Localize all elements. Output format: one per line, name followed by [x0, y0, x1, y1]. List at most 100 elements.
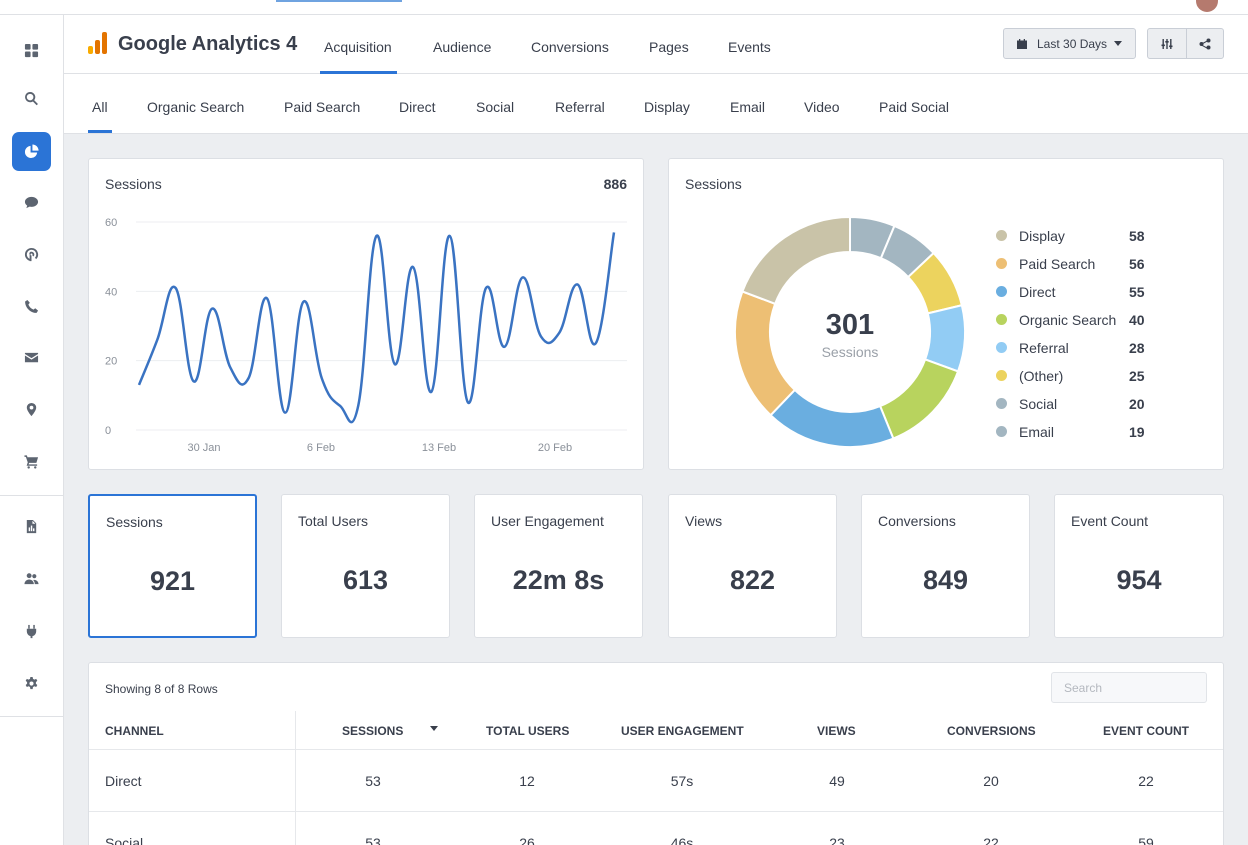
channel-tab-social[interactable]: Social [476, 99, 515, 115]
legend-value: 56 [1129, 256, 1145, 272]
legend-item[interactable]: Paid Search 56 [996, 254, 1156, 274]
dashboard-icon[interactable] [12, 31, 51, 70]
metric-card-event-count[interactable]: Event Count 954 [1054, 494, 1224, 638]
table-cell-total-users: 12 [519, 773, 535, 789]
column-header-channel[interactable]: CHANNEL [105, 724, 164, 738]
x-tick-label: 13 Feb [422, 442, 456, 454]
metric-value: 613 [342, 565, 389, 595]
metric-label: Total Users [298, 513, 369, 529]
donut-slice-display[interactable] [741, 215, 851, 306]
channel-tab-display[interactable]: Display [644, 99, 690, 115]
y-tick-label: 60 [105, 217, 117, 229]
report-icon[interactable] [12, 507, 51, 546]
donut-center: 301 Sessions [787, 309, 913, 360]
date-range-button[interactable]: Last 30 Days [1003, 28, 1136, 59]
nav-tab-acquisition[interactable]: Acquisition [324, 39, 392, 55]
legend-value: 55 [1129, 284, 1145, 300]
x-tick-label: 20 Feb [538, 442, 572, 454]
plug-icon[interactable] [12, 612, 51, 651]
broadcast-icon[interactable] [12, 235, 51, 274]
table-search-input[interactable] [1051, 672, 1207, 703]
donut-slice-organic-search[interactable] [878, 358, 960, 440]
sidebar-divider [0, 716, 64, 717]
y-tick-label: 40 [105, 286, 117, 298]
metric-label: Views [685, 513, 723, 529]
legend-item[interactable]: (Other) 25 [996, 366, 1156, 386]
metric-card-total-users[interactable]: Total Users 613 [281, 494, 450, 638]
metric-card-conversions[interactable]: Conversions 849 [861, 494, 1030, 638]
table-cell-views: 49 [829, 773, 845, 789]
legend-item[interactable]: Referral 28 [996, 338, 1156, 358]
legend-value: 19 [1129, 424, 1145, 440]
chat-icon[interactable] [12, 183, 51, 222]
column-header-total-users[interactable]: TOTAL USERS [486, 724, 570, 738]
metric-value: 22m 8s [512, 565, 605, 595]
nav-tab-pages[interactable]: Pages [649, 39, 689, 55]
donut-slice-paid-search[interactable] [734, 290, 797, 417]
metric-card-views[interactable]: Views 822 [668, 494, 837, 638]
channel-tab-organic-search[interactable]: Organic Search [147, 99, 245, 115]
channel-tab-email[interactable]: Email [730, 99, 766, 115]
legend-item[interactable]: Organic Search 40 [996, 310, 1156, 330]
app-header: Google Analytics 4 Acquisition Audience … [64, 15, 1248, 74]
channel-tab-video[interactable]: Video [804, 99, 840, 115]
metric-card-sessions[interactable]: Sessions 921 [88, 494, 257, 638]
legend-swatch [996, 286, 1007, 297]
legend-item[interactable]: Email 19 [996, 422, 1156, 442]
mail-icon[interactable] [12, 338, 51, 377]
table-cell-event-count: 59 [1138, 835, 1154, 845]
nav-tab-events[interactable]: Events [728, 39, 771, 55]
settings-sliders-button[interactable] [1148, 29, 1186, 58]
metric-label: Sessions [106, 514, 163, 530]
metric-card-user-engagement[interactable]: User Engagement 22m 8s [474, 494, 643, 638]
column-header-event-count[interactable]: EVENT COUNT [1103, 724, 1190, 738]
column-header-user-engagement[interactable]: USER ENGAGEMENT [621, 724, 744, 738]
column-header-conversions[interactable]: CONVERSIONS [947, 724, 1036, 738]
sort-desc-icon[interactable] [430, 726, 438, 731]
donut-slice-direct[interactable] [769, 388, 895, 448]
table-cell-sessions: 53 [365, 773, 381, 789]
sessions-donut-card: Sessions 301 Sessions Display 58 Paid Sear… [668, 158, 1224, 470]
legend-swatch [996, 258, 1007, 269]
legend-item[interactable]: Display 58 [996, 226, 1156, 246]
channel-tab-all[interactable]: All [92, 99, 108, 115]
top-browser-strip [0, 0, 1248, 15]
sessions-line-card: Sessions 886 0 20 40 60 30 Jan 6 Feb 13 Feb 20 … [88, 158, 644, 470]
channel-tab-bar: All Organic Search Paid Search Direct So… [64, 74, 1248, 134]
legend-value: 25 [1129, 368, 1145, 384]
search-icon[interactable] [12, 79, 51, 118]
table-cell-user-engagement: 46s [670, 835, 694, 845]
line-card-title: Sessions [105, 176, 162, 192]
pie-chart-icon[interactable] [12, 132, 51, 171]
cart-icon[interactable] [12, 442, 51, 481]
sliders-icon [1161, 38, 1173, 49]
table-cell-channel: Direct [105, 773, 142, 789]
donut-center-value: 301 [825, 309, 875, 341]
users-icon[interactable] [12, 559, 51, 598]
avatar[interactable] [1196, 0, 1218, 12]
nav-tab-conversions[interactable]: Conversions [531, 39, 609, 55]
phone-icon[interactable] [12, 287, 51, 326]
column-header-sessions[interactable]: SESSIONS [342, 724, 404, 738]
channel-tab-direct[interactable]: Direct [399, 99, 436, 115]
legend-value: 58 [1129, 228, 1145, 244]
legend-label: Social [1019, 396, 1058, 412]
channel-tab-referral[interactable]: Referral [555, 99, 605, 115]
logo-bar [95, 40, 100, 54]
legend-value: 28 [1129, 340, 1145, 356]
channel-tab-paid-social[interactable]: Paid Social [879, 99, 950, 115]
gear-icon[interactable] [12, 664, 51, 703]
y-tick-label: 0 [105, 425, 111, 437]
legend-swatch [996, 314, 1007, 325]
nav-tab-audience[interactable]: Audience [433, 39, 492, 55]
legend-item[interactable]: Social 20 [996, 394, 1156, 414]
share-button[interactable] [1185, 29, 1224, 58]
channel-tab-paid-search[interactable]: Paid Search [284, 99, 361, 115]
table-cell-event-count: 22 [1138, 773, 1154, 789]
legend-item[interactable]: Direct 55 [996, 282, 1156, 302]
legend-label: Display [1019, 228, 1065, 244]
column-header-views[interactable]: VIEWS [817, 724, 856, 738]
table-cell-user-engagement: 57s [670, 773, 694, 789]
location-icon[interactable] [12, 390, 51, 429]
metric-label: Conversions [878, 513, 956, 529]
